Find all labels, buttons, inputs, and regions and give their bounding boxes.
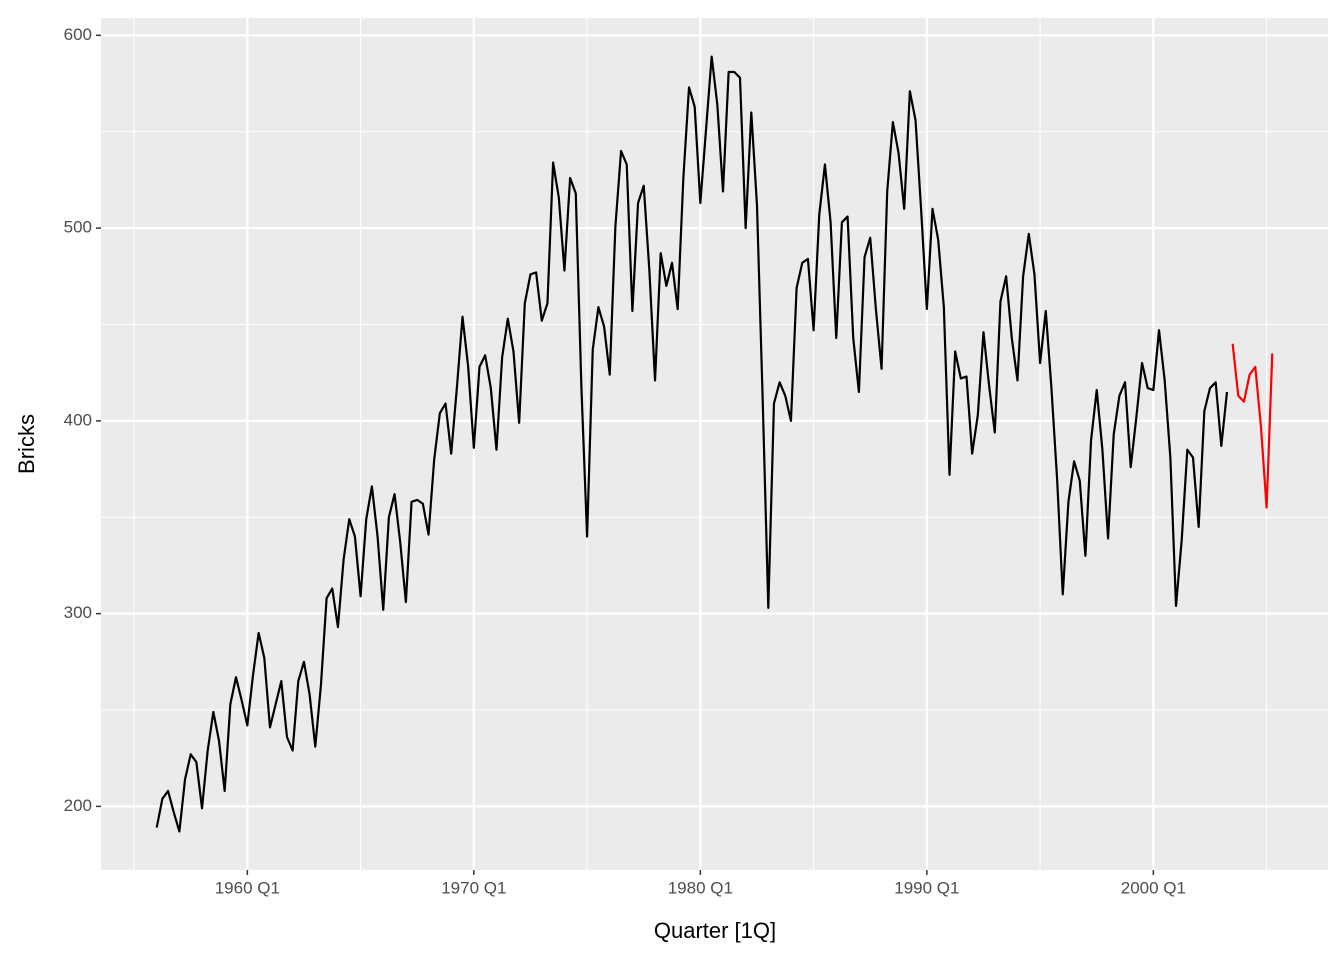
x-tick-label: 1990 Q1 (894, 878, 959, 897)
x-tick-label: 1960 Q1 (215, 878, 280, 897)
panel (101, 18, 1328, 870)
y-tick-label: 200 (64, 796, 92, 815)
x-tick-label: 1970 Q1 (441, 878, 506, 897)
x-axis-title: Quarter [1Q] (654, 918, 776, 943)
y-tick-label: 600 (64, 25, 92, 44)
y-axis-title: Bricks (14, 414, 39, 474)
series-line (155, 55, 1229, 833)
x-tick-label: 2000 Q1 (1121, 878, 1186, 897)
y-tick-label: 400 (64, 410, 92, 429)
series-line (1231, 343, 1274, 509)
y-tick-label: 300 (64, 603, 92, 622)
y-tick-label: 500 (64, 218, 92, 237)
x-tick-label: 1980 Q1 (668, 878, 733, 897)
